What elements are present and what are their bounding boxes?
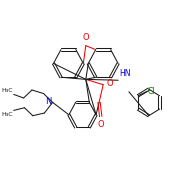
Text: H₃C: H₃C (1, 88, 13, 93)
Text: N: N (45, 97, 52, 106)
Text: O: O (106, 79, 113, 88)
Text: H₃C: H₃C (1, 112, 13, 117)
Text: HN: HN (119, 69, 130, 78)
Text: Cl: Cl (148, 87, 156, 96)
Text: O: O (82, 33, 89, 42)
Text: O: O (97, 120, 104, 129)
